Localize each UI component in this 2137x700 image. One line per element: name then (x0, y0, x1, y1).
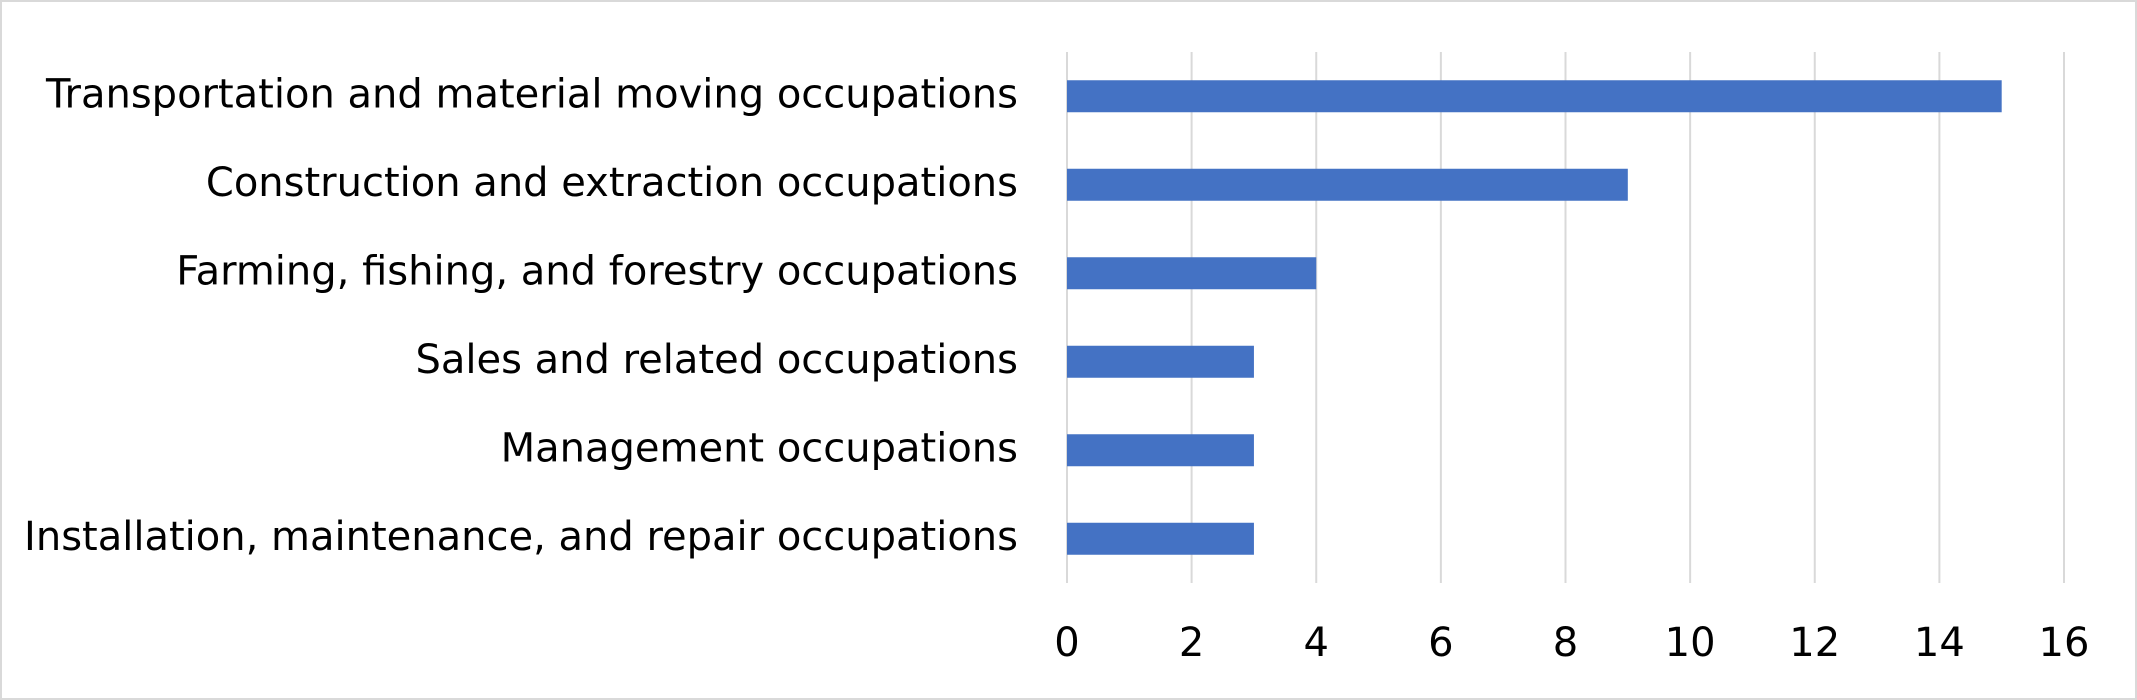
x-tick-label: 2 (1179, 620, 1204, 666)
x-tick-label: 8 (1553, 620, 1578, 666)
x-tick-label: 16 (2039, 620, 2090, 666)
x-tick-label: 0 (1054, 620, 1079, 666)
y-tick-label: Farming, fishing, and forestry occupatio… (176, 248, 1018, 294)
y-tick-label: Sales and related occupations (415, 337, 1018, 383)
y-tick-label: Construction and extraction occupations (206, 160, 1018, 206)
y-tick-label: Installation, maintenance, and repair oc… (24, 514, 1018, 560)
bar (1067, 80, 2002, 113)
bar (1067, 522, 1254, 555)
bar (1067, 345, 1254, 378)
bar (1067, 168, 1628, 201)
x-tick-label: 4 (1304, 620, 1329, 666)
x-tick-label: 12 (1789, 620, 1840, 666)
bar (1067, 434, 1254, 467)
x-tick-label: 10 (1665, 620, 1716, 666)
bar (1067, 257, 1317, 290)
x-tick-label: 6 (1428, 620, 1453, 666)
y-tick-label: Management occupations (501, 425, 1018, 471)
x-tick-label: 14 (1914, 620, 1965, 666)
y-tick-label: Transportation and material moving occup… (45, 71, 1018, 117)
